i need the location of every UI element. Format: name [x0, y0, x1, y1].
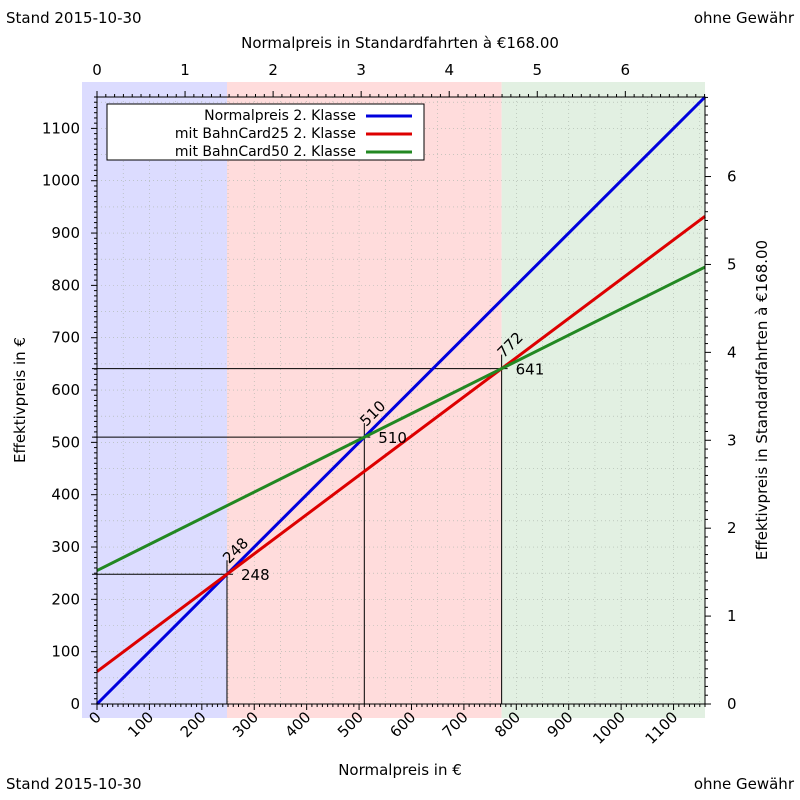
y-axis-title: Effektivpreis in € [11, 337, 29, 463]
legend-label-bc50: mit BahnCard50 2. Klasse [175, 144, 356, 160]
y-tick-label: 700 [51, 329, 80, 347]
series-line-bc50 [96, 265, 706, 572]
legend-label-normal: Normalpreis 2. Klasse [204, 108, 356, 124]
disclaimer-top: ohne Gewähr [694, 9, 795, 27]
stand-date-bottom: Stand 2015-10-30 [6, 775, 142, 793]
y2-tick-label: 4 [727, 343, 737, 361]
threshold-y-label-3: 641 [516, 361, 545, 379]
legend-label-bc25: mit BahnCard25 2. Klasse [175, 126, 356, 142]
threshold-y-label-2: 510 [378, 429, 407, 447]
disclaimer-bottom: ohne Gewähr [694, 775, 795, 793]
x2-tick-label: 1 [180, 61, 190, 79]
region-1 [82, 82, 227, 718]
y-tick-label: 400 [51, 486, 80, 504]
stand-date-top: Stand 2015-10-30 [6, 9, 142, 27]
y2-tick-label: 2 [727, 519, 737, 537]
series-line-normal [95, 95, 707, 706]
region-3 [501, 82, 705, 718]
y2-tick-label: 1 [727, 607, 737, 625]
y-tick-label: 0 [70, 695, 80, 713]
x2-tick-label: 0 [92, 61, 102, 79]
y-tick-label: 600 [51, 381, 80, 399]
top-axis-title: Normalpreis in Standardfahrten à €168.00 [241, 34, 559, 52]
price-regions [82, 82, 705, 718]
series-line-bc25 [96, 215, 706, 673]
x2-tick-label: 6 [621, 61, 631, 79]
y2-tick-label: 6 [727, 168, 737, 186]
series-lines [95, 95, 707, 706]
threshold-guides [92, 354, 508, 704]
x2-tick-label: 4 [444, 61, 454, 79]
x-axis-title: Normalpreis in € [338, 761, 462, 779]
right-axis-title: Effektivpreis in Standardfahrten à €168.… [753, 240, 771, 560]
y-tick-label: 200 [51, 590, 80, 608]
y-tick-label: 300 [51, 538, 80, 556]
y-tick-label: 500 [51, 433, 80, 451]
grid [97, 97, 705, 704]
threshold-y-label-1: 248 [241, 566, 270, 584]
y2-tick-label: 0 [727, 695, 737, 713]
x2-tick-label: 3 [356, 61, 366, 79]
y2-tick-label: 5 [727, 255, 737, 273]
legend: Normalpreis 2. Klasse mit BahnCard25 2. … [106, 103, 425, 161]
x2-tick-label: 2 [268, 61, 278, 79]
y-tick-label: 1100 [42, 119, 80, 137]
y-tick-label: 1000 [42, 172, 80, 190]
y-tick-label: 800 [51, 276, 80, 294]
x2-tick-label: 5 [533, 61, 543, 79]
y-tick-label: 100 [51, 643, 80, 661]
y-tick-label: 900 [51, 224, 80, 242]
y2-tick-label: 3 [727, 431, 737, 449]
